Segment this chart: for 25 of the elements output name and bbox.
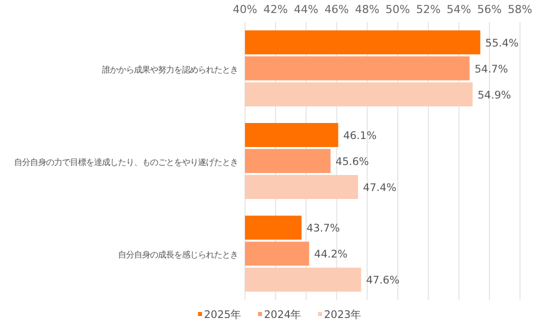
data-label: 47.6% [366,274,400,287]
x-tick-label: 58% [508,3,532,16]
x-tick-label: 50% [386,3,410,16]
x-tick-label: 46% [324,3,349,16]
x-tick-label: 48% [354,3,380,16]
legend-label: 2025年 [204,309,242,321]
x-tick-label: 54% [446,3,472,16]
data-label: 54.7% [474,63,508,76]
legend-label: 2024年 [264,309,302,321]
x-tick-label: 44% [294,3,318,16]
x-tick-label: 40% [232,3,258,16]
data-label: 46.1% [343,130,377,142]
data-label: 45.6% [336,156,369,168]
y-tick-label: 誰かから成果や努力を認められたとき [102,64,238,74]
data-label: 43.7% [306,222,340,235]
y-tick-label: 自分自身の力で目標を達成したり、ものごとをやり遂げたとき [14,157,238,167]
x-tick-label: 52% [416,3,441,16]
y-tick-label: 自分自身の成長を感じられたとき [118,250,238,260]
data-label: 44.2% [314,248,348,261]
x-tick-label: 56% [477,3,502,16]
data-label: 47.4% [363,182,396,194]
data-label: 54.9% [478,89,512,102]
x-tick-label: 42% [263,3,288,16]
legend-label: 2023年 [324,309,362,321]
data-label: 55.4% [485,37,519,50]
